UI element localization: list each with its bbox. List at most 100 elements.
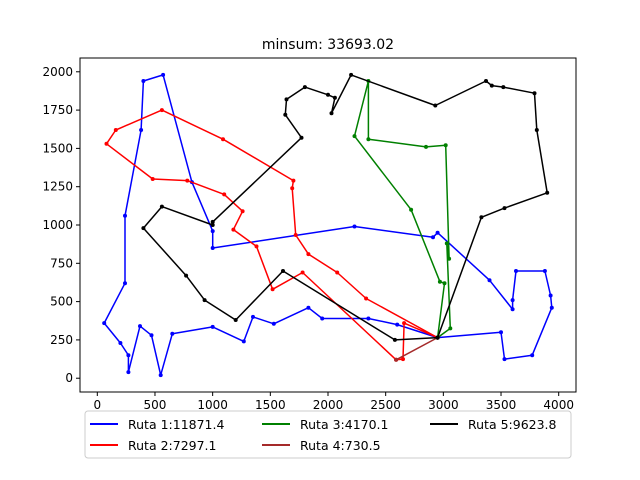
data-point [102, 321, 107, 326]
y-tick-label: 250 [50, 333, 73, 347]
data-point [542, 269, 547, 273]
data-point [447, 256, 452, 261]
data-point [487, 278, 492, 283]
data-point [532, 91, 537, 96]
data-point [254, 244, 259, 249]
y-tick-label: 1250 [42, 180, 73, 194]
data-point [501, 85, 506, 90]
data-point [210, 219, 215, 224]
data-point [299, 135, 304, 140]
data-point [159, 108, 164, 113]
x-tick-label: 1000 [197, 398, 228, 412]
data-point [549, 305, 554, 310]
data-point [431, 235, 435, 240]
data-point [118, 341, 123, 345]
y-tick-label: 1000 [42, 218, 73, 232]
data-point [510, 298, 515, 303]
data-point [329, 111, 334, 116]
data-point [349, 72, 354, 77]
data-point [437, 279, 442, 284]
x-axis: 0 500 1000 1500 2000 2500 3000 3500 4000 [93, 392, 574, 412]
data-point [366, 316, 371, 321]
data-point [293, 233, 298, 237]
data-point [290, 186, 295, 191]
data-point [138, 324, 142, 329]
data-point [448, 326, 453, 331]
legend-label: Ruta 5:9623.8 [468, 417, 557, 432]
x-tick-label: 500 [144, 398, 167, 412]
legend-label: Ruta 1:11871.4 [128, 417, 224, 432]
data-point [364, 296, 369, 301]
data-point [489, 83, 494, 88]
data-point [149, 333, 154, 338]
data-point [326, 92, 330, 97]
data-point [141, 226, 146, 231]
data-point [104, 141, 109, 146]
data-point [150, 177, 155, 181]
data-point [221, 137, 225, 142]
data-point [484, 79, 488, 83]
data-point [332, 95, 337, 100]
y-tick-label: 750 [50, 256, 73, 270]
data-point [210, 246, 215, 250]
y-tick-label: 1750 [42, 103, 73, 117]
data-point [402, 321, 407, 326]
data-point [210, 223, 215, 227]
x-tick-label: 1500 [255, 398, 286, 412]
legend-label: Ruta 4:730.5 [300, 438, 381, 453]
legend-item: Ruta 2:7297.1 [90, 438, 216, 453]
data-point [499, 330, 503, 335]
data-point [233, 318, 238, 322]
data-point [433, 103, 438, 108]
plot-area [102, 72, 554, 378]
data-point [126, 370, 131, 375]
legend-label: Ruta 3:4170.1 [300, 417, 388, 432]
data-point [444, 241, 449, 246]
data-point [401, 357, 405, 362]
legend-item: Ruta 5:9623.8 [430, 417, 557, 432]
data-point [270, 287, 275, 292]
data-point [424, 144, 428, 149]
data-point [123, 281, 127, 286]
y-tick-label: 500 [50, 295, 73, 309]
data-point [335, 270, 340, 275]
y-tick-label: 1500 [42, 141, 73, 155]
data-point [170, 331, 175, 336]
data-point [300, 270, 305, 275]
legend-item: Ruta 3:4170.1 [262, 417, 388, 432]
x-tick-label: 3500 [486, 398, 517, 412]
data-point [409, 207, 414, 212]
data-point [548, 293, 553, 298]
data-point [271, 321, 276, 326]
data-point [502, 357, 507, 362]
data-point [306, 305, 311, 310]
legend-item: Ruta 4:730.5 [262, 438, 381, 453]
legend-label: Ruta 2:7297.1 [128, 438, 216, 453]
data-point [530, 353, 535, 358]
data-point [281, 269, 285, 273]
data-point [158, 373, 163, 378]
data-point [435, 335, 440, 340]
data-point [159, 204, 164, 209]
data-point [284, 97, 289, 102]
data-point [352, 134, 357, 139]
legend-frame [84, 410, 572, 459]
data-point [113, 128, 118, 132]
data-point [291, 178, 296, 183]
legend-item: Ruta 1:11871.4 [90, 417, 224, 432]
y-tick-label: 2000 [42, 65, 73, 79]
x-tick-label: 0 [93, 398, 101, 412]
series-line [142, 74, 548, 341]
data-point [442, 281, 447, 286]
data-point [320, 316, 325, 321]
data-point [443, 143, 448, 148]
x-tick-label: 4000 [543, 398, 574, 412]
data-point [392, 337, 397, 342]
data-point [395, 322, 400, 327]
data-point [139, 128, 144, 132]
data-point [366, 137, 371, 142]
data-point [202, 298, 207, 303]
data-point [251, 314, 255, 319]
